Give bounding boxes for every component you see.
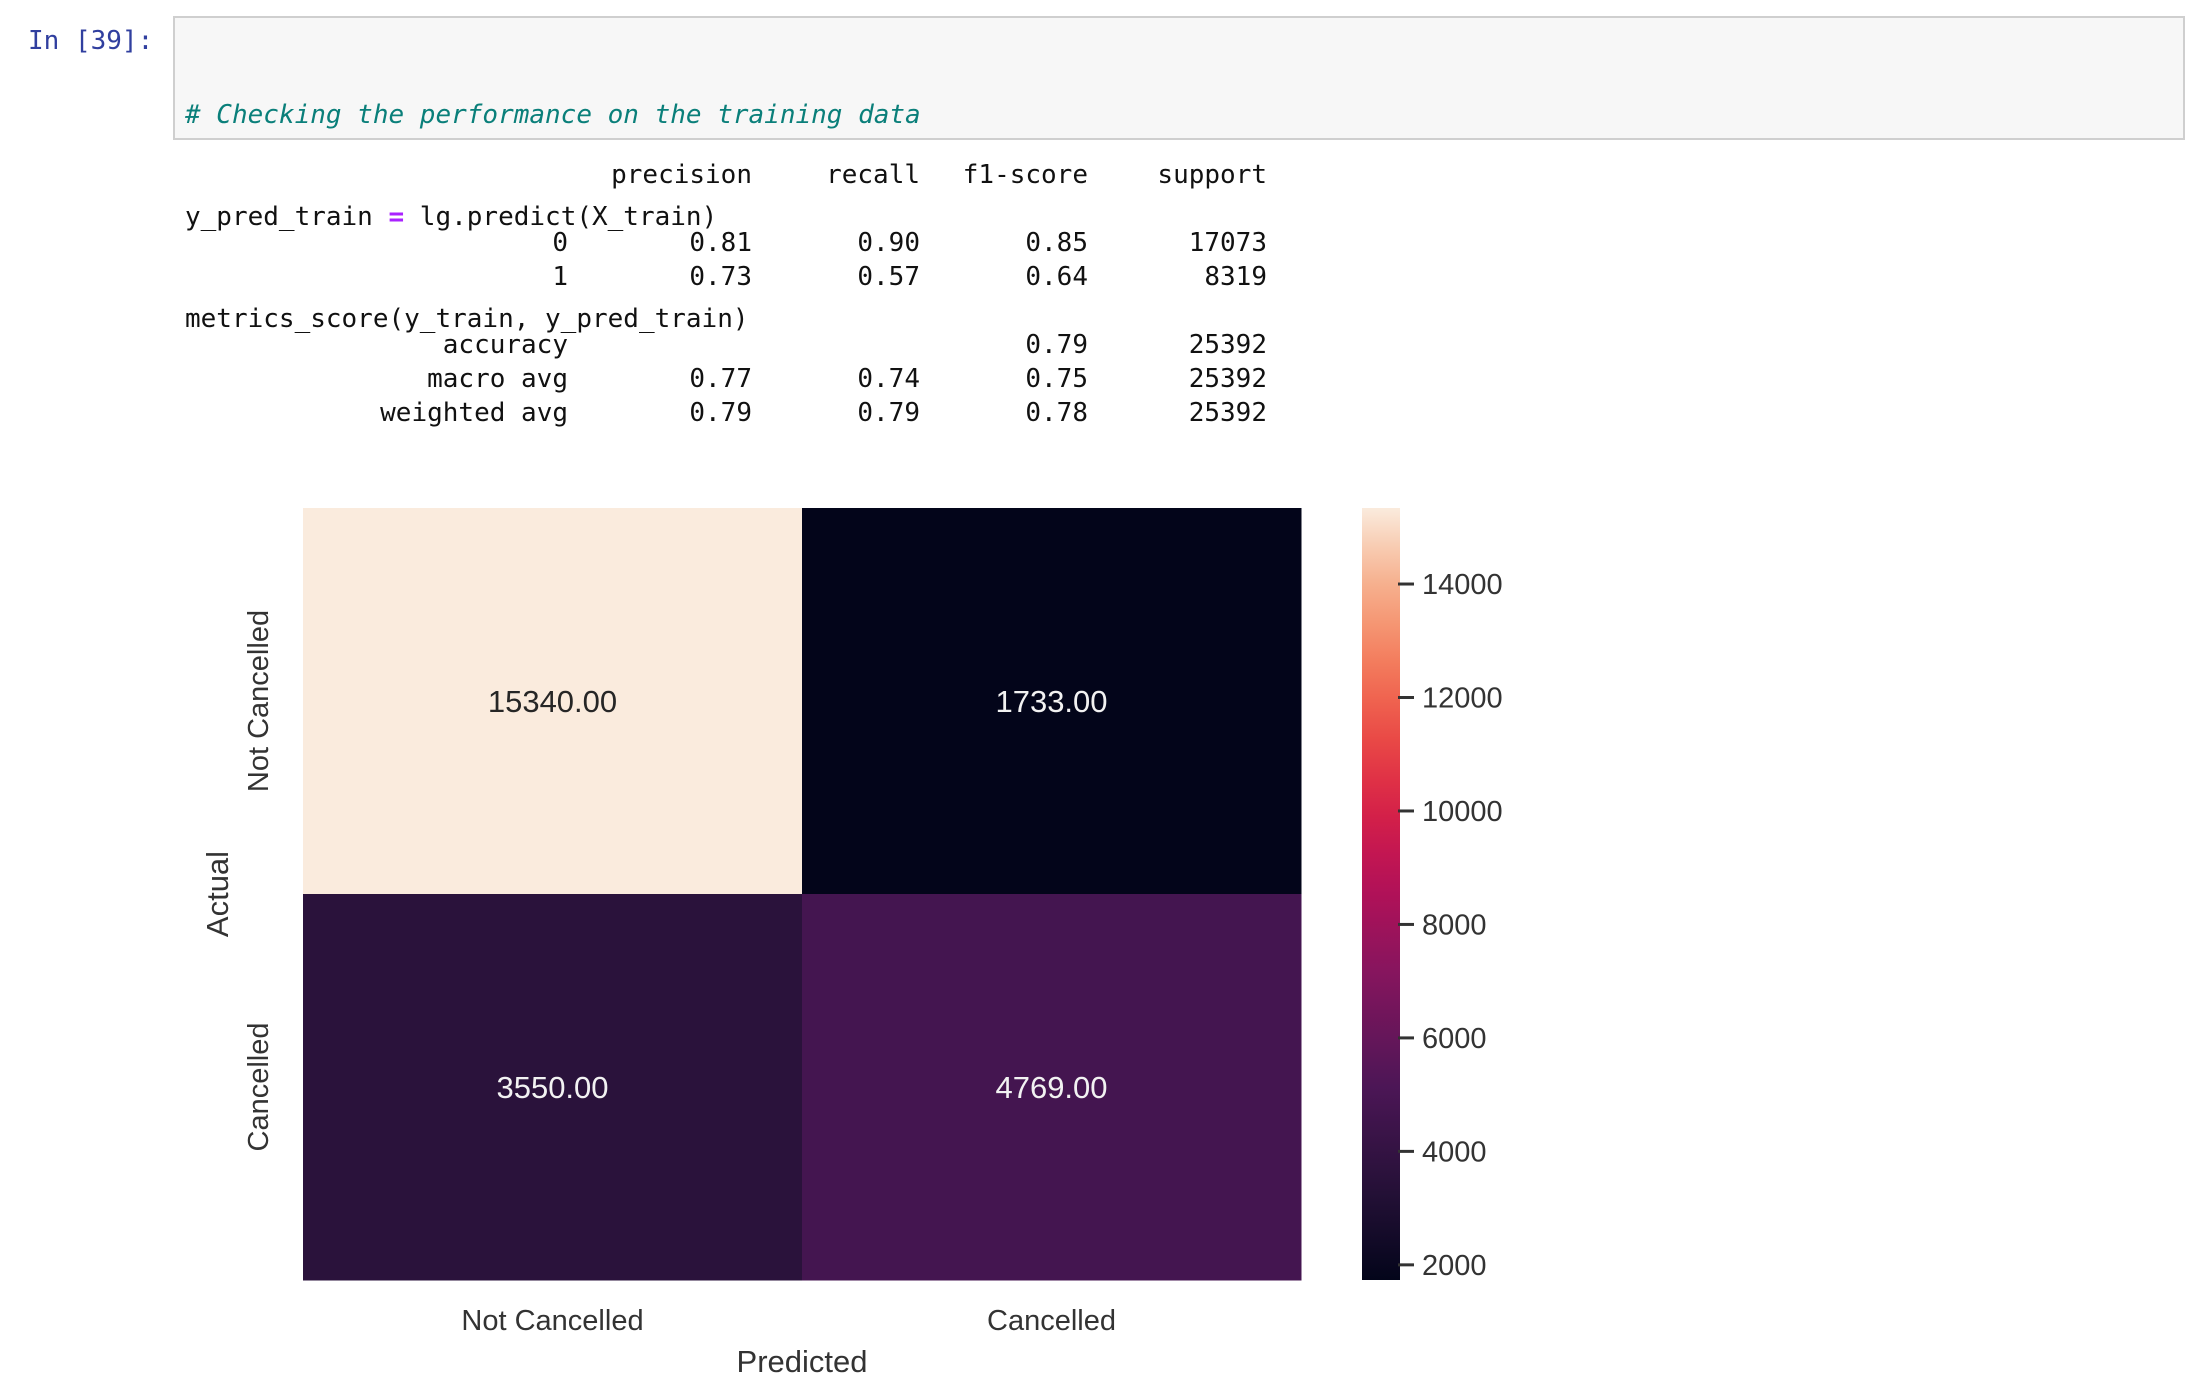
heatmap-cell-annotation: 1733.00 bbox=[995, 684, 1107, 719]
heatmap-cell bbox=[303, 894, 803, 1281]
report-cell-precision: 0.79 bbox=[689, 398, 752, 428]
report-cell-recall: 0.90 bbox=[857, 228, 920, 258]
report-cell-precision: 0.73 bbox=[689, 262, 752, 292]
heatmap-cell bbox=[802, 894, 1302, 1281]
heatmap-cell-annotation: 3550.00 bbox=[496, 1070, 608, 1105]
report-cell-label: accuracy bbox=[442, 330, 568, 360]
report-cell-f1: 0.85 bbox=[1025, 228, 1088, 258]
code-operator: = bbox=[388, 202, 405, 232]
report-cell-support: 25392 bbox=[1188, 330, 1267, 360]
report-cell-recall: 0.79 bbox=[857, 398, 920, 428]
report-cell-precision: 0.77 bbox=[689, 364, 752, 394]
report-row bbox=[183, 294, 1163, 328]
report-blank-row bbox=[183, 192, 1163, 226]
report-cell-recall: 0.57 bbox=[857, 262, 920, 292]
code-line-predict: y_pred_train = lg.predict(X_train) bbox=[185, 200, 2173, 234]
heatmap-cell bbox=[802, 508, 1302, 895]
classification-report: precision recall f1-score support 0 0.81 0… bbox=[183, 158, 1267, 430]
report-header-f1: f1-score bbox=[962, 160, 1088, 190]
x-tick-label: Not Cancelled bbox=[461, 1305, 643, 1337]
heatmap-cell bbox=[303, 508, 803, 895]
colorbar-tick-label: 12000 bbox=[1422, 682, 1503, 714]
code-text: lg.predict(X_train) bbox=[404, 202, 718, 232]
y-tick-label: Not Cancelled bbox=[243, 610, 275, 792]
report-cell-f1: 0.75 bbox=[1025, 364, 1088, 394]
code-text: y_pred_train bbox=[185, 202, 389, 232]
colorbar-tick-label: 10000 bbox=[1422, 796, 1503, 828]
report-row: weighted avg 0.79 0.79 0.78 25392 bbox=[183, 396, 1267, 430]
code-line-metrics: metrics_score(y_train, y_pred_train) bbox=[185, 304, 749, 334]
report-cell-f1: 0.79 bbox=[1025, 330, 1088, 360]
report-header-recall: recall bbox=[826, 160, 920, 190]
report-cell-support: 25392 bbox=[1188, 398, 1267, 428]
report-cell-recall: 0.74 bbox=[857, 364, 920, 394]
colorbar-tick-label: 6000 bbox=[1422, 1023, 1487, 1055]
report-cell-support: 17073 bbox=[1188, 228, 1267, 258]
report-row: 1 0.73 0.57 0.64 8319 bbox=[183, 260, 1267, 294]
report-header-precision: precision bbox=[611, 160, 752, 190]
heatmap-cell-annotation: 15340.00 bbox=[488, 684, 617, 719]
report-cell-label: 1 bbox=[552, 262, 568, 292]
x-axis-label: Predicted bbox=[737, 1344, 868, 1379]
report-cell-f1: 0.78 bbox=[1025, 398, 1088, 428]
colorbar-tick-label: 4000 bbox=[1422, 1136, 1487, 1168]
report-cell-label: macro avg bbox=[427, 364, 568, 394]
code-comment-line: # Checking the performance on the traini… bbox=[185, 100, 921, 130]
report-header-row: precision recall f1-score support bbox=[183, 158, 1267, 192]
cell-prompt: In [39]: bbox=[28, 26, 154, 56]
report-header-support: support bbox=[1157, 160, 1267, 190]
report-cell-label: weighted avg bbox=[380, 398, 568, 428]
y-axis-label: Actual bbox=[200, 851, 235, 937]
report-rows: 0 0.81 0.90 0.85 17073 1 0.73 0.57 0.64 8319 accur… bbox=[183, 226, 1267, 430]
report-cell-f1: 0.64 bbox=[1025, 262, 1088, 292]
heatmap-cell-annotation: 4769.00 bbox=[995, 1070, 1107, 1105]
colorbar-tick-label: 2000 bbox=[1422, 1250, 1487, 1282]
colorbar-tick-label: 14000 bbox=[1422, 569, 1503, 601]
code-cell-input[interactable]: # Checking the performance on the traini… bbox=[173, 16, 2185, 334]
report-cell-support: 8319 bbox=[1204, 262, 1267, 292]
x-tick-label: Cancelled bbox=[987, 1305, 1116, 1337]
y-tick-label: Cancelled bbox=[243, 1023, 275, 1152]
report-row: 0 0.81 0.90 0.85 17073 bbox=[183, 226, 1267, 260]
colorbar-tick-label: 8000 bbox=[1422, 909, 1487, 941]
report-cell-precision: 0.81 bbox=[689, 228, 752, 258]
confusion-matrix-chart: 15340.00 1733.00 3550.00 4769.00 Not Cancell… bbox=[200, 508, 1503, 1379]
report-cell-label: 0 bbox=[552, 228, 568, 258]
report-row: macro avg 0.77 0.74 0.75 25392 bbox=[183, 362, 1267, 396]
report-cell-support: 25392 bbox=[1188, 364, 1267, 394]
report-row: accuracy 0.79 25392 bbox=[183, 328, 1267, 362]
colorbar bbox=[1362, 508, 1400, 1280]
